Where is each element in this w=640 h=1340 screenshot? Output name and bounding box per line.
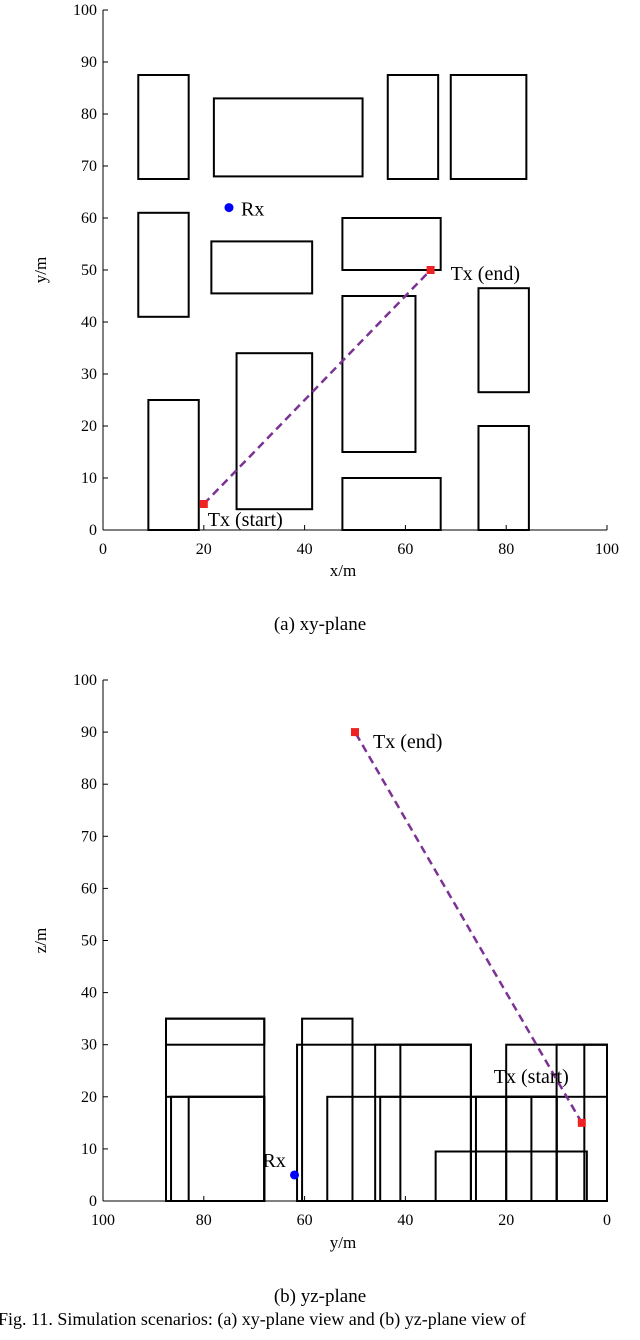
- building-outline: [147, 399, 200, 531]
- y-tick-label: 90: [81, 724, 97, 741]
- x-tick-label: 20: [196, 541, 212, 558]
- y-tick-label: 60: [81, 210, 97, 227]
- y-tick-label: 10: [81, 1141, 97, 1158]
- x-axis-label: x/m: [330, 561, 356, 580]
- building-outline: [341, 295, 417, 453]
- y-tick-label: 50: [81, 933, 97, 950]
- tx-trajectory-line: [353, 731, 583, 1124]
- building-outline: [187, 1095, 266, 1202]
- y-tick-label: 80: [81, 106, 97, 123]
- building-outline: [165, 1095, 266, 1202]
- y-tick-label: 60: [81, 880, 97, 897]
- building-outline: [386, 74, 440, 180]
- y-tick-label: 100: [73, 672, 97, 689]
- y-tick-label: 40: [81, 314, 97, 331]
- point-annotation: Rx: [241, 199, 264, 221]
- rx-marker: [290, 1170, 300, 1180]
- building-outline: [341, 217, 442, 271]
- point-annotation: Tx (start): [494, 1066, 569, 1088]
- building-outline: [170, 1095, 266, 1202]
- point-annotation: Rx: [263, 1150, 286, 1172]
- figure-caption: Fig. 11. Simulation scenarios: (a) xy-pl…: [0, 1309, 526, 1329]
- building-outline: [477, 425, 530, 531]
- y-tick-label: 50: [81, 262, 97, 279]
- y-tick-label: 70: [81, 158, 97, 175]
- y-tick-label: 30: [81, 1037, 97, 1054]
- building-outline: [555, 1095, 608, 1202]
- building-outline: [296, 1043, 472, 1203]
- y-tick-label: 20: [81, 1089, 97, 1106]
- point-annotation: Tx (start): [208, 509, 283, 531]
- x-tick-label: 40: [397, 1212, 413, 1229]
- building-outline: [474, 1095, 558, 1202]
- point-annotation: Tx (end): [373, 731, 442, 753]
- x-tick-label: 0: [603, 1212, 611, 1229]
- tx-marker: [426, 266, 435, 274]
- building-outline: [165, 1017, 266, 1202]
- yz-plane-chart: 100 80 60 40 20 0 0 10 20 30 40 50 60 70 80 90 100 y/m z/m…: [31, 672, 611, 1307]
- x-tick-label: 80: [196, 1212, 212, 1229]
- building-outline: [341, 477, 442, 531]
- building-outline: [379, 1095, 558, 1202]
- y-tick-label: 80: [81, 776, 97, 793]
- rx-marker: [224, 203, 234, 213]
- building-outline: [434, 1150, 588, 1203]
- panel-caption: (b) yz-plane: [274, 1286, 366, 1307]
- x-tick-label: 40: [297, 541, 313, 558]
- building-outline: [449, 74, 528, 180]
- y-tick-label: 10: [81, 470, 97, 487]
- building-outline: [326, 1095, 558, 1202]
- y-axis-label: z/m: [31, 928, 50, 954]
- building-outline: [212, 97, 364, 178]
- x-tick-label: 60: [397, 541, 413, 558]
- x-tick-label: 60: [297, 1212, 313, 1229]
- x-tick-label: 100: [91, 1212, 115, 1229]
- building-outline: [477, 287, 530, 394]
- y-tick-label: 20: [81, 418, 97, 435]
- xy-plane-chart: 0 20 40 60 80 100 0 10 20 30 40 50 60 70 80 90 100 x/m y/m…: [31, 2, 619, 635]
- building-outline: [165, 1017, 266, 1046]
- building-outline: [235, 352, 314, 511]
- building-outline: [137, 74, 190, 180]
- building-outline: [530, 1095, 558, 1202]
- tx-marker: [577, 1118, 586, 1127]
- x-tick-label: 80: [498, 541, 514, 558]
- y-tick-label: 90: [81, 54, 97, 71]
- panel-caption: (a) xy-plane: [274, 614, 366, 635]
- x-axis-label: y/m: [330, 1233, 356, 1252]
- building-outline: [210, 240, 314, 295]
- y-tick-label: 0: [89, 1193, 97, 1210]
- y-tick-label: 0: [89, 522, 97, 539]
- y-tick-label: 100: [73, 2, 97, 19]
- point-annotation: Tx (end): [451, 263, 520, 285]
- tx-trajectory-line: [202, 269, 432, 505]
- x-tick-label: 100: [595, 541, 619, 558]
- tx-marker: [351, 728, 359, 737]
- x-tick-label: 20: [498, 1212, 514, 1229]
- y-axis-label: y/m: [31, 257, 50, 283]
- tx-marker: [199, 500, 208, 508]
- x-tick-label: 0: [99, 541, 107, 558]
- y-tick-label: 40: [81, 985, 97, 1002]
- y-tick-label: 30: [81, 366, 97, 383]
- y-tick-label: 70: [81, 828, 97, 845]
- building-outline: [374, 1043, 472, 1203]
- building-outline: [137, 211, 190, 318]
